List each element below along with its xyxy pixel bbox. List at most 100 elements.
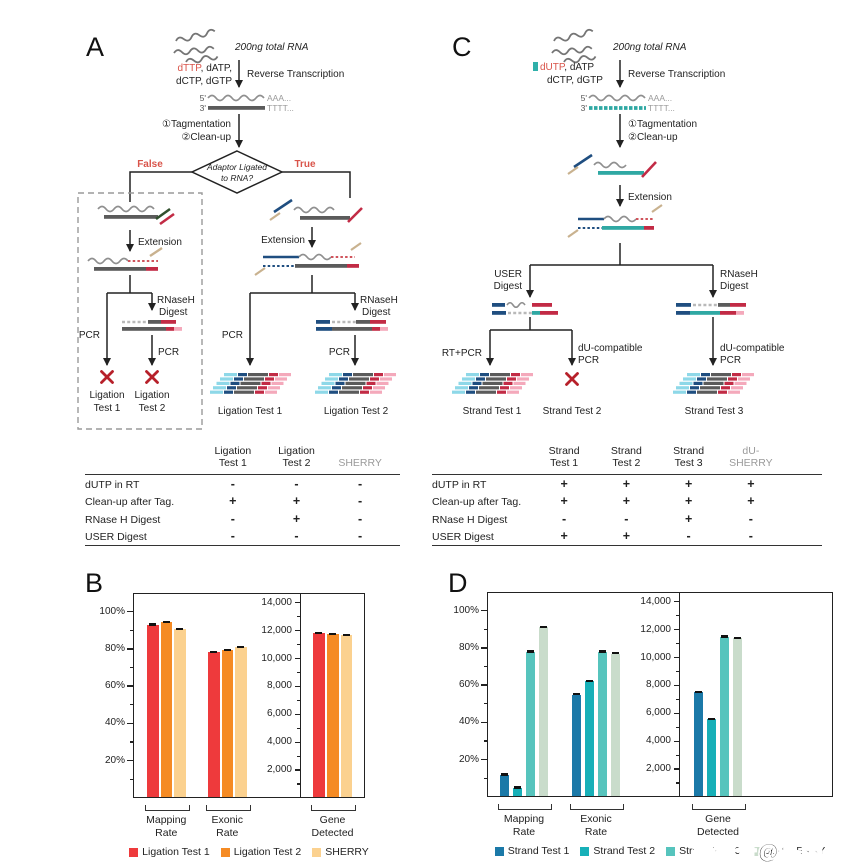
svg-text:5': 5' — [581, 93, 588, 103]
group-label: Mapping Rate — [121, 814, 211, 840]
plot-frame — [487, 592, 833, 797]
input-rna-label: 200ng total RNA — [234, 42, 309, 53]
extension-label: Extension — [628, 192, 672, 203]
count-axis-minor-tick — [676, 670, 679, 673]
percent-axis-minor-tick — [483, 777, 487, 779]
count-axis-minor-tick — [297, 755, 300, 757]
legend-item: SHERRY — [312, 846, 369, 858]
group-label: Mapping Rate — [479, 813, 569, 839]
condition-cell: + — [622, 494, 631, 509]
percent-axis-label: 60% — [104, 680, 125, 692]
plot-frame — [133, 593, 365, 798]
legend-swatch — [494, 846, 504, 856]
true-branch-line — [282, 171, 351, 198]
table-row: RNase H Digest - + - — [85, 510, 400, 528]
pad — [392, 528, 400, 546]
percent-axis-label: 40% — [458, 716, 479, 728]
percent-axis-label: 20% — [104, 754, 125, 766]
bar-B-g1-s2 — [235, 647, 247, 797]
percent-axis-label: 80% — [104, 642, 125, 654]
panel-d-bar-chart: 100% 80% 60% 40% 20% 14,000 12,000 10,000 8,000 6… — [453, 592, 833, 857]
table-corner — [432, 444, 533, 475]
ntp-mix-line1: dTTP, dATP, — [178, 63, 233, 74]
group-bracket — [206, 805, 251, 811]
rna-cdna-duplex: 5' AAA... 3' TTTT... — [200, 93, 294, 113]
failed-ligation-dashed-box — [77, 192, 203, 430]
strand-test1-label: Strand Test 1 — [463, 406, 522, 417]
condition-cell: + — [292, 494, 301, 509]
bar-D-g0-s2 — [526, 651, 535, 796]
legend-label: Strand Test 1 — [507, 845, 570, 857]
legend-label: SHERRY — [325, 846, 369, 858]
count-axis-label: 6,000 — [266, 708, 292, 720]
condition-cell: + — [229, 494, 237, 509]
percent-axis-minor-tick — [129, 666, 133, 669]
bar-B-g1-s1 — [221, 649, 233, 797]
condition-cell: + — [684, 511, 693, 526]
condition-cell: + — [684, 494, 693, 509]
strand-test2-label: Strand Test 2 — [543, 406, 602, 417]
error-bar-cap — [223, 648, 231, 651]
x-mark-icon — [100, 370, 114, 384]
extended-duplex — [567, 204, 663, 238]
count-axis-minor-tick — [676, 754, 679, 756]
error-bar-cap — [210, 650, 218, 653]
digested-duplex-false — [122, 320, 182, 331]
legend-label: Strand Test 3 — [679, 845, 741, 857]
bar-D-g1-s0 — [572, 694, 581, 796]
error-bar-cap — [708, 717, 715, 720]
condition-cell: - — [294, 476, 299, 491]
column-header: Ligation Test 2 — [264, 444, 329, 475]
percent-axis-label: 100% — [99, 605, 125, 617]
tagmented-duplex-false — [97, 205, 175, 226]
panel-b-bar-chart: 100% 80% 60% 40% 20% 14,000 12,000 10,000 8,000 6… — [99, 593, 369, 858]
extended-duplex-true — [254, 242, 362, 276]
group-bracket — [498, 804, 552, 810]
branch-true-label: True — [294, 159, 316, 170]
row-label: RNase H Digest — [432, 513, 508, 526]
condition-cell: + — [560, 529, 568, 544]
rnaseh-label-1: RNaseH — [360, 295, 398, 306]
condition-cell: - — [294, 529, 299, 544]
panel-a-flow: 200ng total RNA dTTP, dATP, dCTP, dGTP R… — [77, 27, 398, 430]
legend-item: Ligation Test 1 — [129, 846, 210, 858]
count-axis-tick — [673, 628, 679, 631]
percent-axis-tick — [481, 759, 487, 761]
condition-cell: - — [358, 529, 363, 544]
error-bar-cap — [237, 645, 245, 649]
column-header: SHERRY — [328, 444, 392, 475]
cleanup-label: ②Clean-up — [628, 132, 678, 143]
legend-swatch — [129, 847, 139, 857]
rnaseh-label-1: RNaseH — [720, 269, 758, 280]
table-row: dUTP in RT - - - — [85, 475, 400, 493]
condition-cell: + — [747, 476, 755, 491]
count-axis-tick — [294, 769, 300, 771]
table-row: Clean-up after Tag. + + + + — [432, 493, 822, 511]
table-row: dUTP in RT + + + + — [432, 475, 822, 493]
count-axis-label: 8,000 — [645, 679, 671, 691]
legend-item: dU-SHERRY — [751, 845, 826, 857]
column-header: Ligation Test 1 — [201, 444, 265, 475]
count-axis-label: 4,000 — [645, 735, 671, 747]
tableA-table: Ligation Test 1 Ligation Test 2 SHERRY dUTP i… — [85, 444, 400, 546]
percent-axis-label: 40% — [104, 717, 125, 729]
extended-duplex-false — [87, 247, 163, 271]
pcr-label: PCR — [79, 330, 100, 341]
error-bar-cap — [540, 626, 547, 629]
legend-swatch — [666, 846, 676, 856]
rnaseh-digested-duplex — [676, 303, 746, 315]
percent-axis-minor-tick — [129, 778, 133, 780]
count-axis-label: 10,000 — [640, 651, 671, 663]
group-label-line: Detected — [696, 826, 740, 838]
bar-D-g0-s0 — [500, 774, 509, 796]
group-label-line: Rate — [512, 826, 536, 838]
rt-step-label: Reverse Transcription — [628, 69, 725, 80]
percent-axis-label: 20% — [458, 753, 479, 765]
legend-label: dU-SHERRY — [764, 845, 826, 857]
count-axis-tick — [673, 712, 679, 715]
count-axis-label: 12,000 — [261, 624, 292, 636]
bar-D-g1-s3 — [611, 653, 620, 796]
percent-axis-tick — [481, 647, 487, 649]
percent-axis-tick — [481, 684, 487, 686]
group-label: Exonic Rate — [551, 813, 641, 839]
